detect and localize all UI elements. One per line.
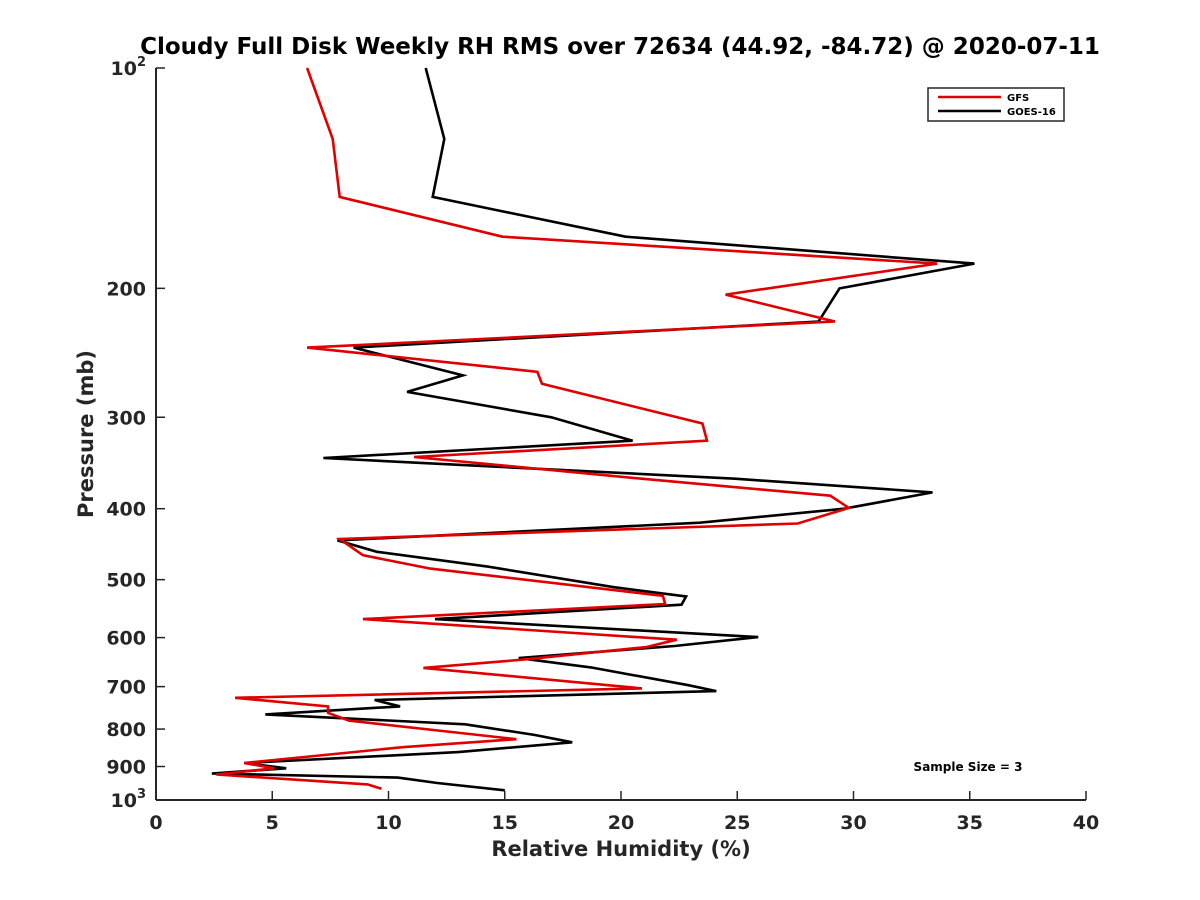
legend-label-gfs: GFS: [1007, 93, 1029, 104]
legend-box: [927, 87, 1065, 122]
ticks: 0 5 10 15 20 25 30 35 40102200300400500600700800…: [106, 55, 1099, 834]
y-tick-label: 700: [106, 677, 146, 699]
y-tick-label: 600: [106, 628, 146, 650]
sample-size-annotation: Sample Size = 3: [914, 760, 1023, 774]
series-line-gfs: [216, 67, 938, 790]
x-axis-label: Relative Humidity (%): [491, 837, 750, 861]
y-tick-label: 300: [106, 407, 146, 429]
x-tick-label: 40: [1073, 812, 1099, 834]
x-tick-label: 30: [840, 812, 866, 834]
x-tick-label: 10: [375, 812, 401, 834]
series-line-goes16: [211, 67, 975, 792]
y-tick-label: 900: [106, 757, 146, 779]
legend-label-goes16: GOES-16: [1007, 107, 1056, 118]
x-tick-label: 0: [149, 812, 162, 834]
series-layer: [211, 67, 975, 792]
x-tick-label: 25: [724, 812, 750, 834]
y-tick-label: 200: [106, 278, 146, 300]
legend: GFS GOES-16: [927, 87, 1065, 122]
x-tick-label: 20: [608, 812, 634, 834]
chart-title: Cloudy Full Disk Weekly RH RMS over 7263…: [140, 34, 1100, 60]
y-tick-label: 400: [106, 499, 146, 521]
x-tick-label: 35: [957, 812, 983, 834]
y-tick-label: 500: [106, 570, 146, 592]
x-tick-label: 15: [492, 812, 518, 834]
y-axis-label: Pressure (mb): [74, 350, 98, 518]
x-tick-label: 5: [266, 812, 279, 834]
y-tick-label: 800: [106, 719, 146, 741]
